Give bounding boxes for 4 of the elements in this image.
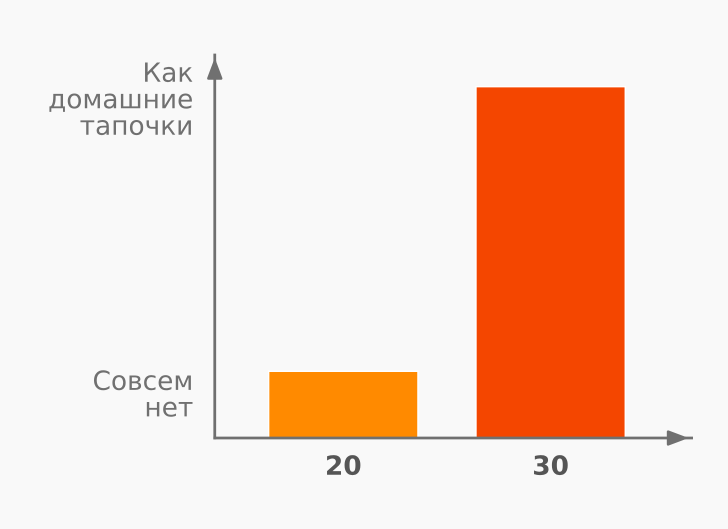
x-tick-label: 20 (327, 455, 360, 476)
text: Как домашние тапочки (49, 62, 192, 136)
x-tick-label: 30 (534, 455, 568, 476)
text: Совсем нет (94, 370, 193, 417)
